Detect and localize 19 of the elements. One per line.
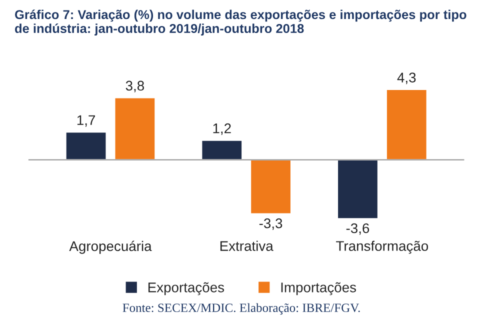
bar bbox=[250, 159, 292, 215]
data-label: -3,6 bbox=[346, 223, 370, 235]
data-label: 1,2 bbox=[213, 123, 231, 135]
bar bbox=[64, 131, 108, 161]
legend-label: Importações bbox=[281, 282, 356, 296]
data-label: 1,7 bbox=[77, 115, 95, 127]
data-label: -3,3 bbox=[259, 218, 282, 230]
bar bbox=[336, 159, 379, 220]
source-note: Fonte: SECEX/MDIC. Elaboração: IBRE/FGV. bbox=[122, 303, 360, 315]
x-tick-label: Transformação bbox=[336, 240, 428, 254]
data-label: 3,8 bbox=[126, 80, 144, 92]
x-tick-label: Agropecuária bbox=[69, 240, 152, 254]
legend-label: Exportações bbox=[148, 282, 224, 296]
bar bbox=[200, 139, 243, 161]
bar bbox=[114, 96, 156, 161]
data-label: 4,3 bbox=[397, 72, 416, 84]
chart-title: Gráfico 7: Variação (%) no volume das exportações e importações por tipo de indústria: jan-outubro 2019/jan-outubro 2018 bbox=[15, 10, 466, 36]
x-tick-label: Extrativa bbox=[220, 240, 274, 251]
bar bbox=[386, 88, 428, 161]
